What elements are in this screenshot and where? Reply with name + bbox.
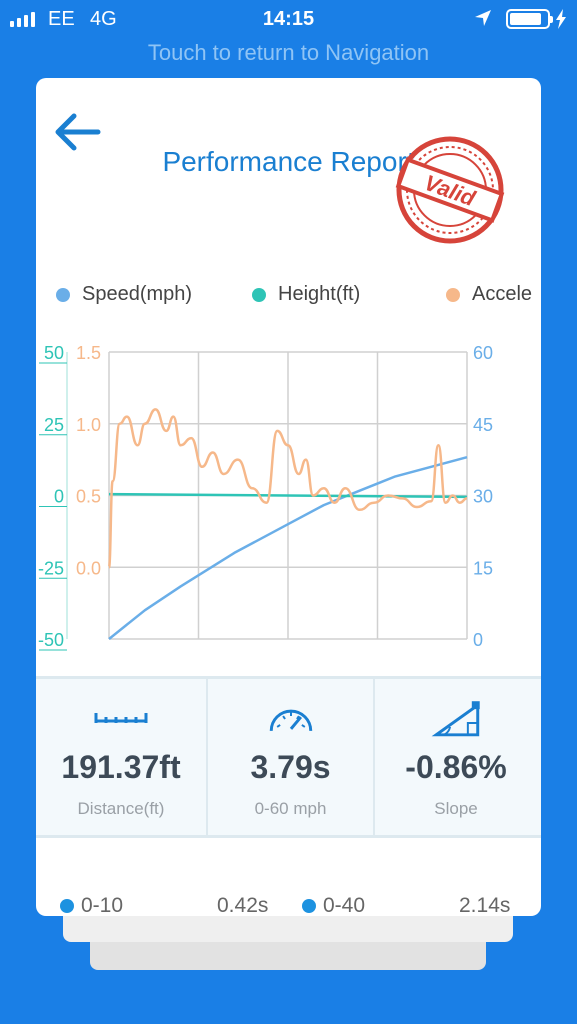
chart-legend: Speed(mph) Height(ft) Accele	[56, 283, 541, 313]
legend-label: Accele	[472, 283, 533, 305]
axis-tick-label: 0	[54, 487, 64, 507]
valid-stamp: Valid	[395, 136, 505, 244]
speedometer-icon	[269, 709, 313, 731]
stat-value: 191.37ft	[61, 749, 181, 785]
split-value: 0.42s	[217, 894, 269, 916]
location-arrow-icon	[475, 10, 491, 26]
legend-dot	[252, 287, 266, 302]
page-title: Performance Report	[162, 146, 415, 177]
stats-panel: 191.37ft Distance(ft) 3.79s 0-60 mph -0.…	[36, 676, 541, 838]
axis-tick-label: 60	[473, 343, 493, 363]
legend-item-speed[interactable]: Speed(mph)	[56, 283, 192, 306]
carrier-name: EE	[48, 8, 75, 30]
stat-value: 3.79s	[250, 749, 331, 785]
network-type: 4G	[90, 8, 117, 30]
axis-tick-label: 0	[473, 630, 483, 650]
legend-dot	[56, 287, 70, 302]
split-label: 0-10	[81, 894, 124, 916]
legend-item-acceleration[interactable]: Accele	[446, 283, 532, 306]
axis-tick-label: -50	[38, 630, 64, 650]
series-line-speed	[108, 455, 468, 640]
legend-label: Speed(mph)	[82, 283, 193, 305]
stat-label: Distance(ft)	[77, 799, 165, 818]
charging-bolt-icon	[556, 9, 566, 29]
split-value: 2.14s	[459, 894, 511, 916]
axis-tick-label: 1.0	[76, 415, 101, 435]
axis-tick-label: 25	[44, 415, 64, 435]
axis-tick-label: 0.0	[76, 558, 101, 578]
stat-slope: -0.86% Slope	[373, 679, 537, 835]
split-dot	[60, 899, 74, 913]
battery-icon	[506, 9, 553, 29]
status-time: 14:15	[262, 8, 315, 30]
stat-value: -0.86%	[405, 749, 507, 785]
series-line-acceleration	[107, 408, 468, 569]
legend-item-height[interactable]: Height(ft)	[252, 283, 360, 306]
axis-tick-label: 30	[473, 487, 493, 507]
signal-strength-icon	[10, 11, 35, 27]
axis-tick-label: 0.5	[76, 487, 101, 507]
ruler-icon	[94, 713, 148, 723]
performance-report-card: Performance Report Valid Speed(mph) Heig…	[36, 78, 541, 916]
axis-tick-label: -25	[38, 558, 64, 578]
stat-distance: 191.37ft Distance(ft)	[36, 679, 206, 835]
split-label: 0-40	[323, 894, 366, 916]
stat-label: Slope	[434, 799, 478, 818]
axis-tick-label: 1.5	[76, 343, 101, 363]
performance-chart[interactable]: 50 25 0 -25 -50 1.5 1.0 0.5 0.0 60 45 30 15 0	[36, 328, 541, 673]
stat-zero-to-sixty: 3.79s 0-60 mph	[206, 679, 373, 835]
series-line-height	[108, 492, 468, 499]
split-dot	[302, 899, 316, 913]
stat-label: 0-60 mph	[254, 799, 327, 818]
arrow-left-icon[interactable]	[54, 112, 102, 152]
legend-label: Height(ft)	[278, 283, 361, 305]
status-bar: EE 4G 14:15	[0, 0, 577, 38]
axis-tick-label: 45	[473, 415, 493, 435]
slope-icon	[431, 701, 480, 737]
axis-tick-label: 50	[44, 343, 64, 363]
return-to-navigation-banner[interactable]: Touch to return to Navigation	[147, 40, 430, 65]
legend-dot	[446, 287, 460, 302]
axis-tick-label: 15	[473, 558, 493, 578]
